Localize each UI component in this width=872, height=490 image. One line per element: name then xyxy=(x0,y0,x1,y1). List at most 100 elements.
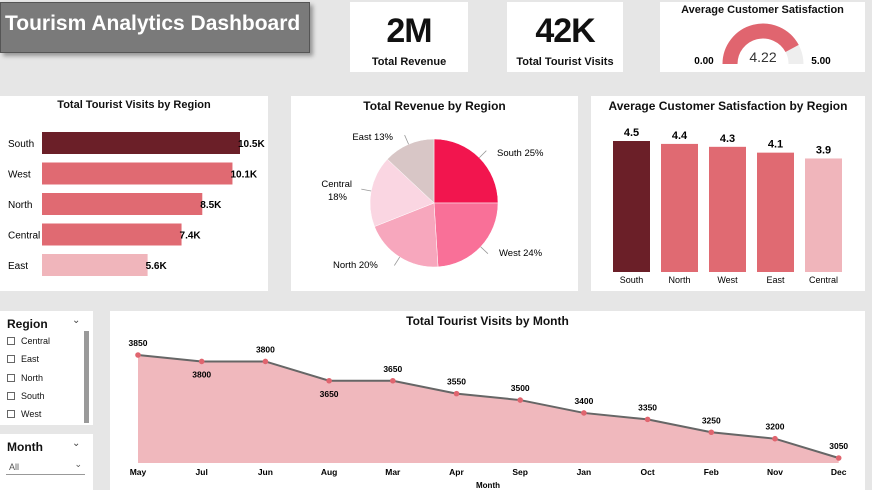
vbar-bar xyxy=(661,143,698,272)
visits-by-region-title: Total Tourist Visits by Region xyxy=(57,99,211,111)
area-marker xyxy=(135,352,141,358)
gauge-min-label: 0.00 xyxy=(694,56,714,67)
pie-label: North 20% xyxy=(333,260,378,271)
vbar-bar xyxy=(709,146,746,272)
pie-leader-line xyxy=(480,246,489,254)
vbar-bar xyxy=(805,158,842,272)
gauge-fill xyxy=(722,23,799,65)
area-marker xyxy=(517,397,523,403)
region-option-label: South xyxy=(21,391,45,401)
area-value-label: 3250 xyxy=(702,415,721,425)
checkbox-icon[interactable] xyxy=(7,392,15,400)
area-value-label: 3800 xyxy=(192,369,211,379)
region-option-central[interactable]: Central xyxy=(7,336,50,346)
vbar-bar xyxy=(757,152,794,272)
area-value-label: 3650 xyxy=(383,364,402,374)
vbar-value-label: 4.5 xyxy=(624,127,639,139)
pie-slice xyxy=(369,158,435,227)
hbar-category-label: North xyxy=(8,200,32,211)
area-marker xyxy=(453,390,460,397)
vbar-value-label: 4.4 xyxy=(672,130,688,142)
kpi-card-revenue: 2M Total Revenue xyxy=(350,2,468,72)
gauge-svg: 4.22 0.00 5.00 xyxy=(694,23,831,67)
pie-slice xyxy=(386,138,435,204)
area-category-label: Aug xyxy=(321,467,338,477)
area-value-label: 3350 xyxy=(638,402,657,412)
hbar-category-label: Central xyxy=(8,231,40,242)
satisfaction-by-region-chart: 4.5 South 4.4 North 4.3 West 4.1 East 3.9 Central xyxy=(613,127,842,285)
dashboard-title: Tourism Analytics Dashboard xyxy=(5,12,301,35)
vbar-value-label: 3.9 xyxy=(816,144,831,156)
area-value-label: 3550 xyxy=(447,377,466,387)
pie-slice xyxy=(374,202,439,268)
region-slicer-scrollbar[interactable] xyxy=(84,331,89,423)
area-x-axis-title: Month xyxy=(476,481,500,490)
region-option-south[interactable]: South xyxy=(7,391,45,401)
area-marker xyxy=(708,429,715,436)
visits-by-region-card: Total Tourist Visits by Region South 10.5… xyxy=(0,96,268,291)
area-category-label: Jul xyxy=(196,467,208,477)
region-option-west[interactable]: West xyxy=(7,409,41,419)
revenue-by-region-chart: South 25% West 24% North 20% Central 18% East… xyxy=(321,132,544,271)
hbar-value-label: 10.1K xyxy=(230,170,257,181)
hbar-category-label: South xyxy=(8,139,34,150)
revenue-by-region-card: Total Revenue by Region South 25% West 24… xyxy=(291,96,578,291)
region-option-east[interactable]: East xyxy=(7,354,39,364)
hbar-bar xyxy=(42,223,182,246)
month-slicer: Month ⌄ All ⌄ xyxy=(0,434,93,490)
month-dropdown-value: All xyxy=(9,462,20,472)
pie-slice xyxy=(433,138,499,204)
hbar-value-label: 7.4K xyxy=(180,231,202,242)
region-option-north[interactable]: North xyxy=(7,373,43,383)
vbar-category-label: South xyxy=(620,275,644,285)
visits-by-region-chart: South 10.5K West 10.1K North 8.5K Central 7.4K E… xyxy=(8,132,265,276)
region-option-label: West xyxy=(21,409,42,419)
pie-label: East 13% xyxy=(352,132,393,143)
hbar-value-label: 8.5K xyxy=(200,200,222,211)
area-marker xyxy=(198,358,205,365)
checkbox-icon[interactable] xyxy=(7,410,15,418)
vbar-category-label: North xyxy=(668,275,690,285)
region-slicer-chevron-icon[interactable]: ⌄ xyxy=(72,315,81,326)
pie-leader-line xyxy=(361,188,372,192)
checkbox-icon[interactable] xyxy=(7,337,15,345)
region-slicer-title: Region xyxy=(7,317,48,331)
area-value-label: 3800 xyxy=(256,344,275,354)
area-value-label: 3400 xyxy=(574,396,593,406)
gauge-value: 4.22 xyxy=(749,49,776,65)
visits-by-month-title: Total Tourist Visits by Month xyxy=(406,314,569,328)
area-category-label: Feb xyxy=(704,467,719,477)
vbar-value-label: 4.1 xyxy=(768,139,783,151)
visits-by-month-card: Total Tourist Visits by Month 3850 May 380… xyxy=(110,311,865,490)
pie-label: Central xyxy=(321,179,352,190)
month-slicer-chevron-icon[interactable]: ⌄ xyxy=(72,438,81,449)
area-line xyxy=(137,354,839,459)
area-value-label: 3650 xyxy=(320,389,339,399)
month-dropdown[interactable]: All ⌄ xyxy=(6,459,85,475)
kpi-visits-label: Total Tourist Visits xyxy=(516,56,614,68)
gauge-max-label: 5.00 xyxy=(811,56,831,67)
area-category-label: Apr xyxy=(449,467,464,477)
region-option-label: North xyxy=(21,373,44,383)
pie-leader-line xyxy=(404,134,409,145)
hbar-bar xyxy=(42,193,203,215)
hbar-category-label: West xyxy=(8,170,31,181)
pie-slice xyxy=(433,202,499,268)
area-marker xyxy=(772,435,778,442)
area-marker xyxy=(581,410,587,416)
pie-leader-line xyxy=(478,150,487,159)
checkbox-icon[interactable] xyxy=(7,374,15,382)
area-category-label: Jan xyxy=(577,467,592,477)
hbar-value-label: 5.6K xyxy=(146,261,168,272)
kpi-revenue-value: 2M xyxy=(386,12,432,50)
kpi-card-visits: 42K Total Tourist Visits xyxy=(507,2,623,72)
dashboard-title-box: Tourism Analytics Dashboard xyxy=(0,2,310,53)
checkbox-icon[interactable] xyxy=(7,355,15,363)
pie-label: West 24% xyxy=(499,248,543,259)
visits-by-month-chart: 3850 May 3800 Jul 3800 Jun 3650 Aug 3650 Mar 3550 A… xyxy=(129,338,849,490)
kpi-revenue-label: Total Revenue xyxy=(371,56,447,68)
area-marker xyxy=(835,455,842,461)
chevron-down-icon[interactable]: ⌄ xyxy=(74,459,82,469)
month-slicer-title: Month xyxy=(7,440,43,454)
gauge-title: Average Customer Satisfaction xyxy=(681,4,844,16)
